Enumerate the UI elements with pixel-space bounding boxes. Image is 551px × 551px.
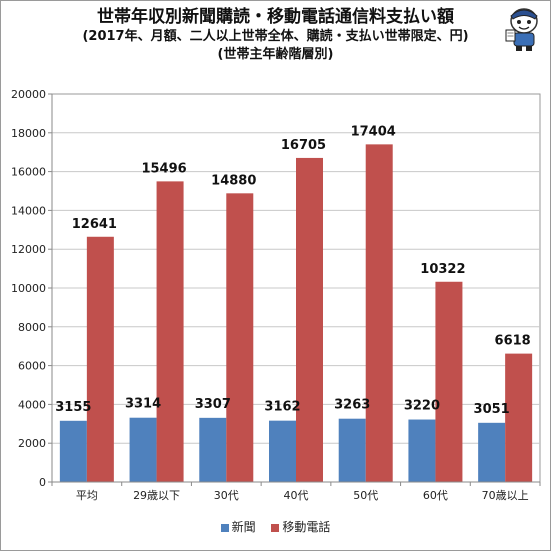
y-tick-label: 2000: [18, 437, 46, 450]
data-label-newspaper: 3307: [195, 397, 231, 412]
x-category-label: 30代: [214, 489, 239, 502]
bar-newspaper: [129, 417, 157, 482]
legend-item-mobile: 移動電話: [271, 518, 330, 535]
bar-newspaper: [269, 420, 296, 482]
x-category-label: 50代: [353, 489, 378, 502]
data-label-newspaper: 3263: [334, 398, 370, 413]
y-tick-label: 14000: [11, 204, 46, 217]
legend-item-newspaper: 新聞: [220, 518, 256, 535]
bar-newspaper: [59, 420, 87, 482]
bar-mobile: [156, 181, 184, 482]
bar-mobile: [296, 157, 323, 482]
data-label-background: [71, 390, 84, 417]
bar-newspaper: [408, 419, 436, 482]
data-label-mobile: 10322: [420, 262, 465, 277]
bar-mobile: [505, 353, 533, 482]
data-label-background: [419, 389, 432, 416]
legend-swatch-mobile: [271, 523, 280, 532]
bar-mobile: [226, 193, 254, 482]
data-label-mobile: 16705: [281, 138, 326, 153]
y-tick-label: 6000: [18, 360, 46, 373]
data-label-newspaper: 3314: [125, 397, 161, 412]
y-tick-label: 0: [39, 476, 46, 489]
bar-mobile: [365, 144, 393, 482]
legend: 新聞 移動電話: [0, 518, 551, 535]
y-tick-label: 18000: [11, 127, 46, 140]
legend-label-mobile: 移動電話: [282, 520, 331, 534]
data-label-mobile: 12641: [72, 217, 117, 232]
y-tick-label: 10000: [11, 282, 46, 295]
data-label-background: [489, 392, 502, 419]
x-category-label: 60代: [423, 489, 448, 502]
bar-newspaper: [199, 417, 227, 482]
x-category-label: 70歳以上: [482, 489, 529, 502]
bar-mobile: [86, 236, 114, 482]
legend-swatch-newspaper: [220, 523, 229, 532]
bar-newspaper: [338, 418, 366, 482]
y-tick-label: 4000: [18, 398, 46, 411]
data-label-background: [350, 388, 363, 415]
data-label-background: [141, 387, 154, 414]
chart-title: 世帯年収別新聞購読・移動電話通信料支払い額 (2017年、月額、二人以上世帯全体…: [0, 6, 551, 64]
bar-mobile: [435, 281, 463, 482]
title-line-2: (2017年、月額、二人以上世帯全体、購読・支払い世帯限定、円): [82, 29, 469, 44]
y-tick-label: 16000: [11, 166, 46, 179]
bar-newspaper: [478, 422, 506, 482]
data-label-newspaper: 3162: [264, 400, 300, 415]
title-line-1: 世帯年収別新聞購読・移動電話通信料支払い額: [97, 7, 454, 27]
y-tick-label: 12000: [11, 243, 46, 256]
x-category-label: 平均: [76, 489, 98, 502]
data-label-mobile: 6618: [495, 334, 531, 349]
data-label-mobile: 15496: [141, 161, 186, 176]
legend-label-newspaper: 新聞: [231, 520, 256, 534]
y-tick-label: 20000: [11, 88, 46, 101]
x-category-label: 29歳以下: [133, 489, 180, 502]
y-tick-label: 8000: [18, 321, 46, 334]
data-label-background: [210, 387, 223, 414]
data-label-newspaper: 3051: [474, 402, 510, 417]
data-label-mobile: 17404: [351, 124, 396, 139]
data-label-newspaper: 3220: [404, 399, 440, 414]
x-category-label: 40代: [284, 489, 309, 502]
mascot-icon: [505, 8, 538, 51]
data-label-mobile: 14880: [211, 173, 256, 188]
data-label-newspaper: 3155: [55, 400, 91, 415]
data-label-background: [280, 390, 293, 417]
title-line-3: (世帯主年齢階層別): [217, 47, 334, 62]
